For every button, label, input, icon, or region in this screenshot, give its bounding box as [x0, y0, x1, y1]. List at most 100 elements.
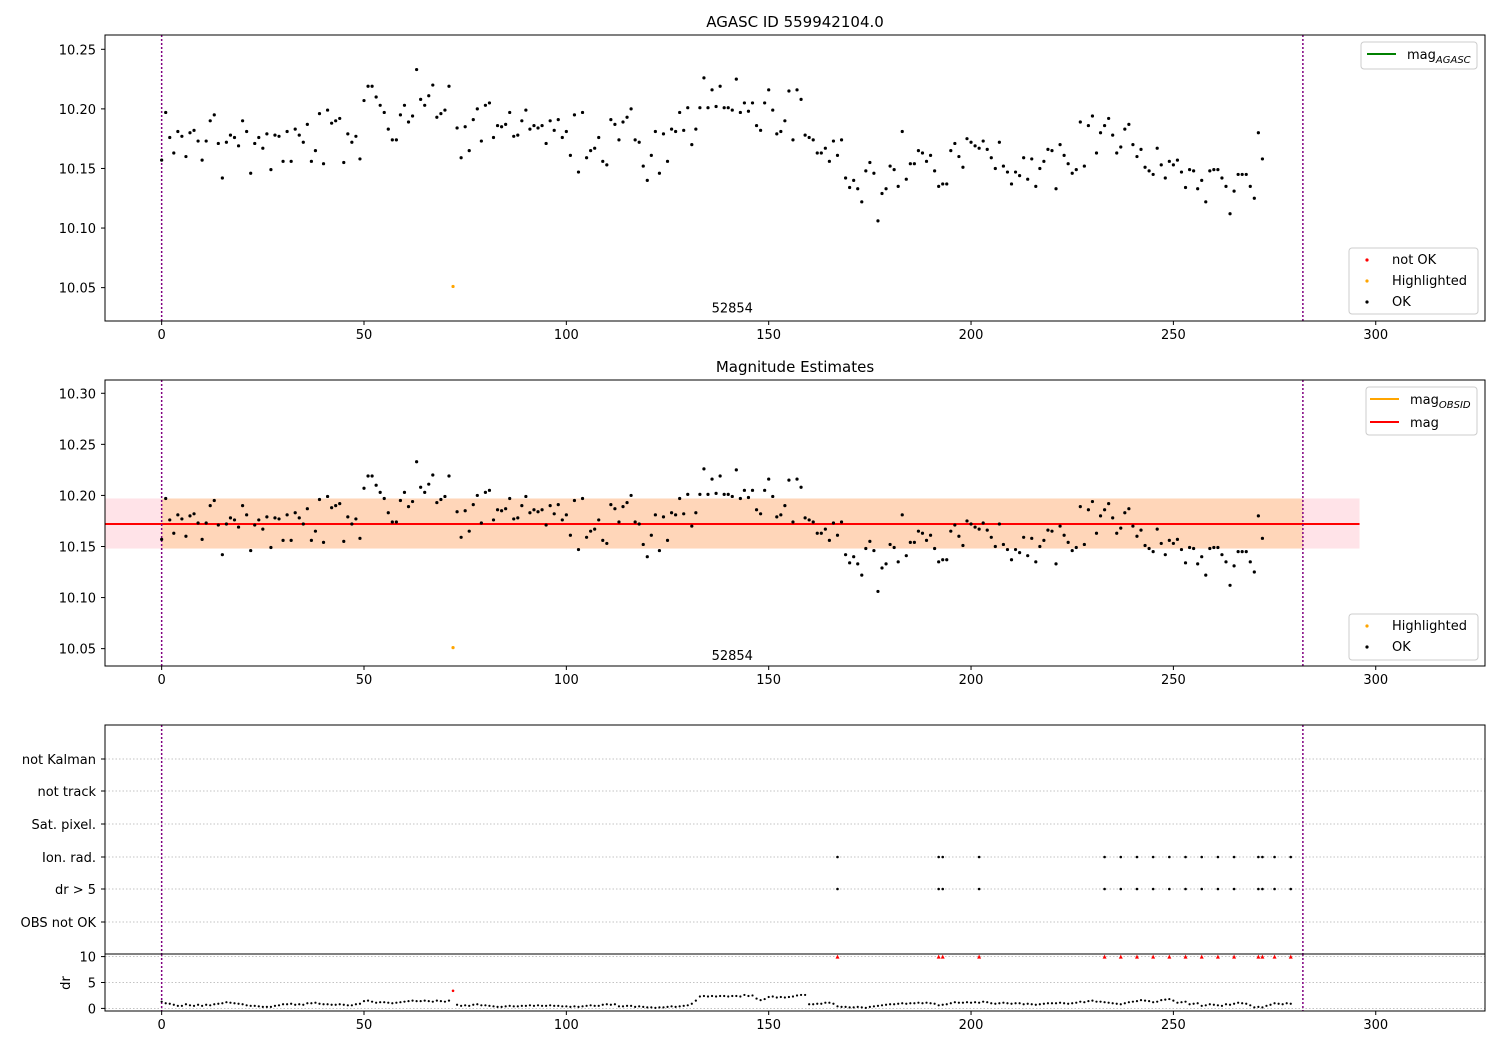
dr-point: [609, 1003, 612, 1006]
ok-point: [961, 543, 965, 548]
ok-point: [754, 123, 759, 128]
ok-point: [160, 537, 164, 541]
dr-point: [1245, 1002, 1248, 1005]
dr-tick-label: 5: [88, 977, 96, 992]
dr-point: [1083, 1001, 1086, 1004]
ok-point: [597, 518, 601, 522]
ok-point: [916, 529, 921, 533]
dr-point: [1107, 1001, 1110, 1004]
agasc-panel: AGASC ID 559942104.0 10.05 10.10 10.15 10.2…: [59, 13, 1486, 343]
dr-point: [298, 1003, 301, 1006]
ok-point: [661, 515, 666, 519]
mag-legend-top: magOBSID mag: [1365, 386, 1478, 436]
ok-point: [1102, 508, 1107, 512]
dr-point: [233, 1002, 236, 1005]
dr-point: [585, 1004, 588, 1007]
ok-point: [386, 511, 390, 515]
ok-point: [1135, 534, 1139, 538]
dr-point: [561, 1005, 564, 1008]
dr-point: [791, 995, 795, 998]
ok-point: [649, 153, 653, 157]
ok-point: [338, 116, 342, 121]
ok-point: [839, 520, 844, 524]
ok-point: [1232, 564, 1236, 568]
dr-point: [1212, 1003, 1215, 1006]
dr-point: [484, 1004, 487, 1007]
flag-marker: [1184, 887, 1187, 891]
dr-point: [431, 1000, 434, 1003]
ok-point: [872, 171, 876, 175]
ok-point: [560, 518, 564, 522]
flag-marker: [1151, 855, 1155, 859]
ok-point: [1111, 516, 1115, 520]
dr-point: [512, 1005, 515, 1008]
dr-point: [1164, 998, 1167, 1001]
ok-point: [669, 511, 674, 515]
x-tick-label: 0: [158, 1018, 166, 1033]
dr-point: [824, 1001, 827, 1004]
ok-point: [499, 125, 504, 129]
ok-point: [665, 159, 670, 163]
dr-point: [249, 1004, 252, 1007]
ok-point: [172, 531, 176, 535]
ok-point: [1260, 157, 1265, 161]
dr-point: [464, 1004, 467, 1007]
ok-point: [398, 498, 403, 503]
dr-clipped-marker: [940, 954, 945, 959]
x-tick-label: 250: [1161, 328, 1186, 343]
ok-point: [617, 138, 621, 142]
ok-point: [1163, 176, 1167, 180]
dr-point: [184, 1003, 188, 1006]
ok-point: [706, 106, 710, 110]
ok-point: [552, 512, 556, 516]
ok-point: [516, 133, 520, 137]
ok-point: [698, 492, 702, 496]
ok-point: [734, 468, 738, 472]
ok-point: [378, 490, 382, 494]
agasc-ok-points: [160, 67, 1265, 223]
dr-point: [476, 1003, 479, 1006]
dr-axis-label: dr: [59, 976, 74, 990]
x-tick-label: 150: [756, 328, 781, 343]
ok-point: [665, 538, 670, 542]
ok-point: [390, 138, 394, 142]
agasc-obsid-annotation: 52854: [712, 302, 753, 317]
dr-point: [273, 1004, 277, 1007]
ok-point: [504, 507, 508, 511]
dr-point: [577, 1005, 580, 1008]
flag-marker: [1232, 855, 1236, 859]
ok-point: [726, 492, 730, 496]
ok-point: [843, 553, 848, 557]
dr-point: [395, 1001, 398, 1004]
ok-point: [1102, 123, 1107, 128]
dr-point: [1054, 1002, 1058, 1005]
ok-point: [1216, 168, 1220, 172]
ok-point: [423, 490, 427, 494]
legend-label-mag-obsid: magOBSID: [1410, 393, 1471, 411]
ok-point: [1094, 151, 1099, 155]
ok-point: [977, 146, 981, 150]
ok-point: [459, 535, 463, 539]
dr-point: [1127, 1001, 1130, 1004]
ok-point: [346, 515, 350, 519]
ok-point: [807, 135, 811, 140]
dr-point: [1200, 1004, 1203, 1007]
dr-point: [1281, 1003, 1284, 1006]
dr-point: [1192, 1002, 1195, 1005]
dr-point: [727, 995, 730, 998]
x-tick-label: 50: [356, 1018, 373, 1033]
ok-point: [775, 132, 779, 136]
ok-point: [791, 520, 795, 524]
ok-point: [224, 522, 229, 526]
ok-point: [1070, 548, 1074, 553]
ok-point: [532, 123, 536, 128]
dr-point: [192, 1004, 196, 1007]
dr-point: [1095, 1000, 1098, 1003]
ok-point: [625, 500, 629, 505]
ok-point: [718, 84, 722, 88]
dr-point: [714, 995, 718, 998]
dr-point: [593, 1004, 596, 1007]
dr-point: [1002, 1001, 1005, 1004]
ok-marker-swatch: [1365, 300, 1369, 304]
dr-point: [245, 1004, 248, 1007]
